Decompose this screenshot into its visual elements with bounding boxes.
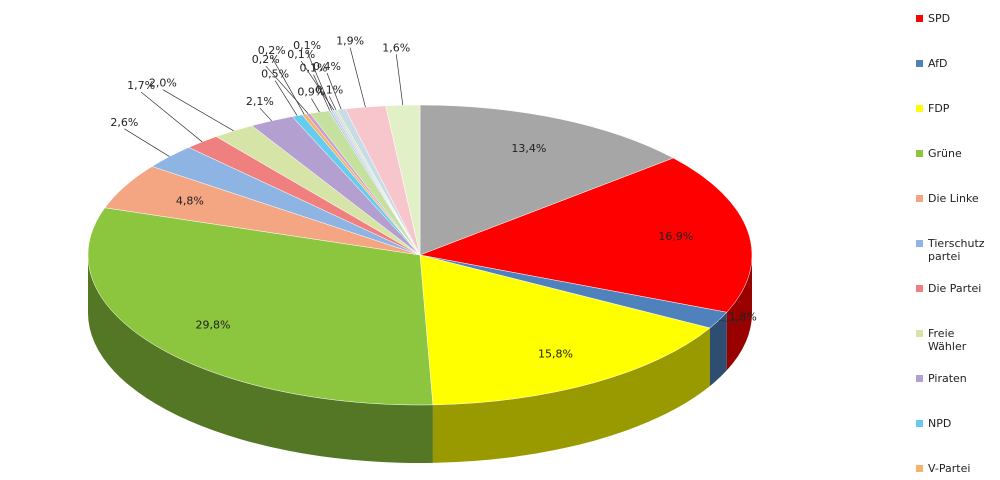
data-label: 15,8% [538,348,573,361]
leader-line [326,72,342,110]
legend-swatch [916,195,923,202]
data-label: 2,0% [149,77,177,90]
pie-slice-side [709,312,727,387]
legend-item: SPD [916,12,986,25]
legend-label: FDP [928,102,950,115]
leader-line [265,65,309,114]
legend-label: Freie Wähler [928,327,967,353]
legend-item: Tierschutz partei [916,237,986,263]
legend-item: Piraten [916,372,986,385]
legend-label: NPD [928,417,952,430]
legend-swatch [916,375,923,382]
pie-slice-top [419,157,753,313]
pie-slice-top [87,207,434,406]
legend-label: SPD [928,12,951,25]
legend-label: AfD [928,57,948,70]
pie-tops [87,104,753,406]
data-label: 0,9% [297,86,325,99]
legend-item: NPD [916,417,986,430]
legend-label: V-Partei [928,462,971,475]
leader-line [124,128,170,157]
legend-label: Die Linke [928,192,979,205]
data-label: 0,1% [300,62,328,75]
data-label: 0,2% [258,44,286,57]
pie-slice [385,104,421,256]
data-label: 2,1% [246,95,274,108]
legend-swatch [916,150,923,157]
leader-line [311,98,320,113]
legend-swatch [916,240,923,247]
legend-swatch [916,285,923,292]
data-label: 1,6% [382,41,410,54]
legend-swatch [916,420,923,427]
pie-sides [88,255,752,463]
legend-swatch [916,60,923,67]
data-label: 13,4% [511,142,546,155]
leader-line [259,107,272,122]
legend-label: Grüne [928,147,962,160]
legend-item: Freie Wähler [916,327,986,353]
data-label: 1,8% [729,310,757,323]
pie-slice [419,254,711,406]
data-label: 0,4% [313,60,341,73]
legend-item: V-Partei [916,462,986,475]
legend-item: Die Linke [916,192,986,205]
leader-line [395,54,404,106]
data-label: 16,9% [658,230,693,243]
leader-line [162,89,234,132]
pie-slice-top [419,254,711,406]
leader-line [140,91,203,143]
legend-swatch [916,330,923,337]
leader-line [349,47,366,108]
data-label: 0,1% [293,39,321,52]
data-label: 1,7% [127,79,155,92]
pie-slice-side [726,255,752,371]
pie-slice-top [385,104,421,256]
pie-slice-side [432,328,710,463]
legend-item: AfD [916,57,986,70]
legend-item: Grüne [916,147,986,160]
data-label: 0,1% [287,48,315,61]
pie-slice [419,104,674,256]
data-label: 2,6% [110,116,138,129]
leader-line [300,60,335,111]
data-label: 29,8% [196,318,231,331]
data-label: 0,2% [252,53,280,66]
legend-swatch [916,105,923,112]
leader-line [718,319,743,324]
legend-label: Die Partei [928,282,982,295]
pie-slice [419,157,753,313]
pie-slice-top [419,104,674,256]
legend-label: Tierschutz partei [928,237,985,263]
legend-item: Die Partei [916,282,986,295]
data-label: 0,5% [261,68,289,81]
leader-line [271,56,305,115]
leader-line [328,96,337,111]
pie-slice-side [88,255,433,463]
leader-line [313,74,331,111]
legend-swatch [916,465,923,472]
data-label: 0,1% [315,83,343,96]
pie-slice [87,207,434,406]
data-label: 1,9% [336,35,364,48]
data-label: 4,8% [176,194,204,207]
legend-item: FDP [916,102,986,115]
legend-swatch [916,15,923,22]
leader-line [274,80,298,116]
legend-label: Piraten [928,372,967,385]
